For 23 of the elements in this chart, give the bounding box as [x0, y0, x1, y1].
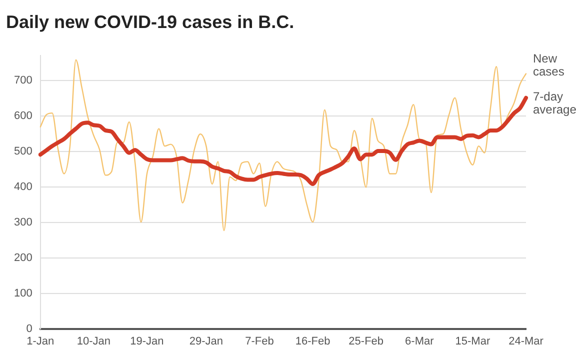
x-tick-label: 1-Jan: [26, 335, 54, 348]
series-label: New cases: [533, 52, 564, 79]
x-tick-label: 19-Jan: [130, 335, 164, 348]
y-tick-label: 600: [14, 110, 32, 122]
series-label: 7-day average: [533, 90, 576, 117]
y-tick-label: 200: [14, 252, 32, 264]
x-tick-label: 16-Feb: [295, 335, 330, 348]
line-series: [38, 96, 528, 186]
y-tick-label: 700: [14, 74, 32, 86]
x-tick-label: 24-Mar: [508, 335, 544, 348]
x-tick-label: 29-Jan: [189, 335, 224, 348]
y-tick-label: 300: [14, 216, 32, 228]
line-series: [40, 59, 527, 232]
x-tick-label: 25-Feb: [348, 335, 384, 348]
x-tick-label: 10-Jan: [76, 335, 110, 348]
x-tick-label: 6-Mar: [405, 335, 434, 348]
x-tick-label: 15-Mar: [455, 335, 490, 348]
x-tick-label: 7-Feb: [245, 335, 274, 348]
y-tick-label: 400: [14, 180, 32, 193]
y-tick-label: 0: [26, 322, 32, 335]
y-tick-label: 100: [14, 287, 32, 300]
y-tick-label: 500: [14, 145, 32, 158]
chart-title: Daily new COVID-19 cases in B.C.: [6, 12, 294, 32]
